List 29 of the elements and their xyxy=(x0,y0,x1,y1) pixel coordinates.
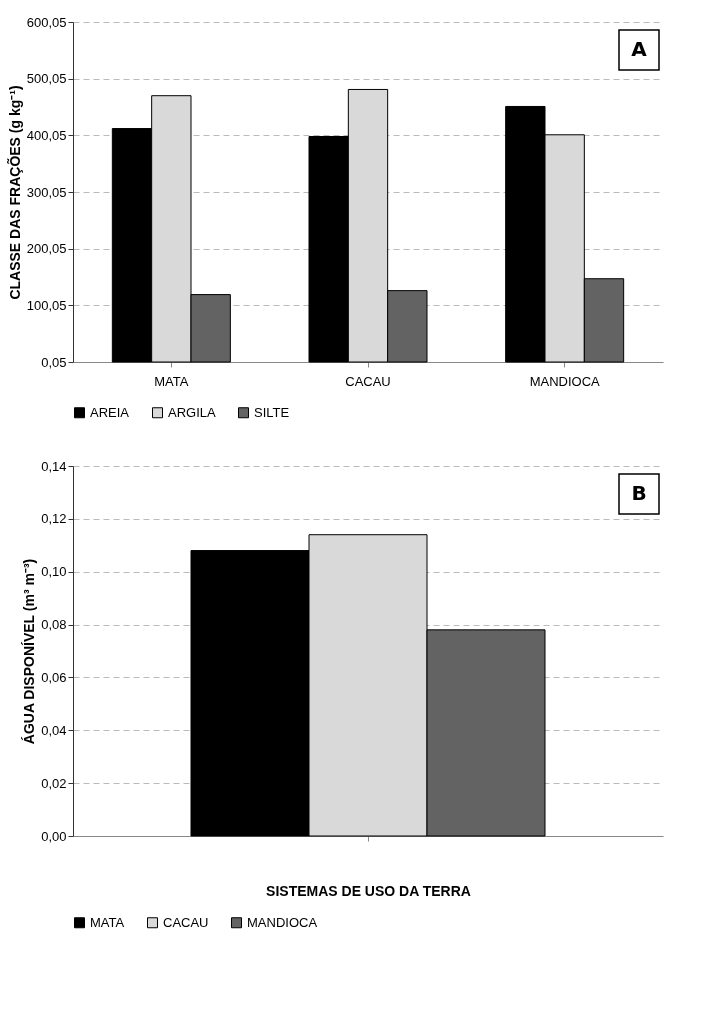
y-tick-label: 0,02 xyxy=(41,775,67,791)
y-tick-label: 400,05 xyxy=(26,127,67,143)
x-axis-title: SISTEMAS DE USO DA TERRA xyxy=(266,882,471,899)
y-tick-label: 0,08 xyxy=(41,617,67,633)
legend-label: CACAU xyxy=(163,914,209,930)
legend-label: MANDIOCA xyxy=(247,914,318,930)
legend-label: SILTE xyxy=(254,404,290,420)
y-axis-title: ÁGUA DISPONÍVEL (m³ m⁻³) xyxy=(21,558,38,745)
annotation: A xyxy=(631,37,648,61)
y-tick-label: 100,05 xyxy=(26,297,67,313)
y-tick-label: 0,06 xyxy=(41,669,67,685)
y-tick-label: 600,05 xyxy=(26,14,67,30)
x-tick-label: MATA xyxy=(154,373,189,389)
y-tick-label: 0,10 xyxy=(41,564,67,580)
y-tick-label: 200,05 xyxy=(26,241,67,257)
y-tick-label: 0,14 xyxy=(41,458,67,474)
y-tick-label: 300,05 xyxy=(26,184,67,200)
y-tick-label: 0,12 xyxy=(41,511,67,527)
y-tick-label: 500,05 xyxy=(26,71,67,87)
legend-label: MATA xyxy=(90,914,125,930)
y-axis-title: CLASSE DAS FRAÇÕES (g kg⁻¹) xyxy=(5,85,23,300)
legend-label: AREIA xyxy=(90,404,130,420)
y-tick-label: 0,04 xyxy=(41,722,67,738)
y-tick-label: 0,00 xyxy=(41,828,67,844)
annotation: B xyxy=(631,481,647,505)
y-tick-label: 0,05 xyxy=(41,354,67,370)
x-tick-label: CACAU xyxy=(345,373,391,389)
legend-label: ARGILA xyxy=(168,404,217,420)
x-tick-label: MANDIOCA xyxy=(529,373,601,389)
